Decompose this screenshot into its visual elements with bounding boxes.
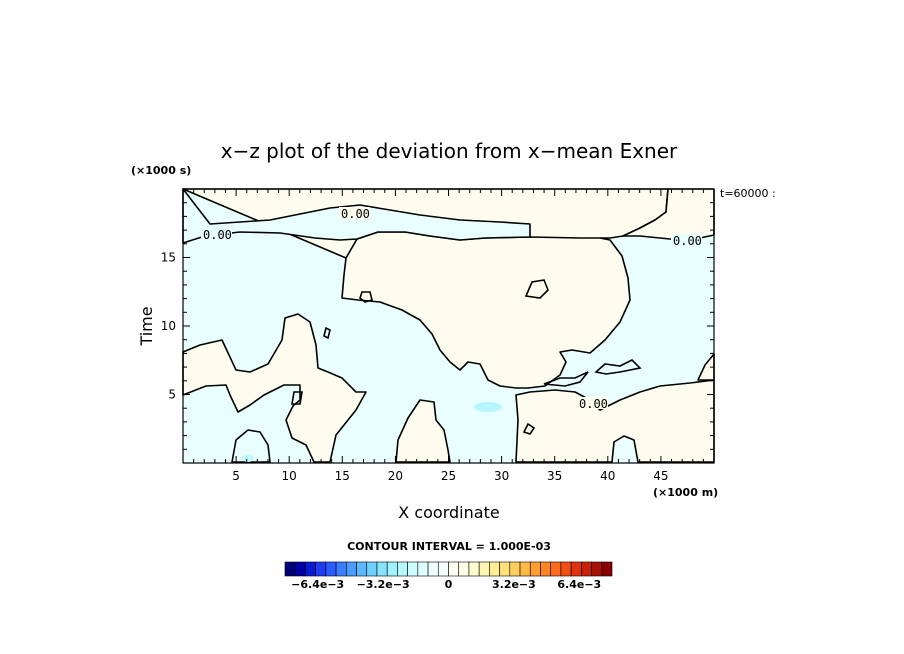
contour-closed-small-3 <box>291 391 303 405</box>
time-label: t=60000 : <box>720 187 776 200</box>
contour-open-right <box>543 371 589 387</box>
positive-region-bottomleft <box>231 429 271 463</box>
y-tick-label: 5 <box>168 388 176 402</box>
colorbar-swatch <box>437 561 449 577</box>
colorbar-swatch <box>458 561 470 577</box>
x-tick-label: 30 <box>494 469 509 483</box>
colorbar-swatch <box>570 561 582 577</box>
colorbar-swatch <box>591 561 603 577</box>
colorbar-swatch <box>376 561 388 577</box>
colorbar-swatch <box>284 561 296 577</box>
contour-label-4: 0.00 <box>579 397 608 411</box>
positive-region-right-bottom <box>515 379 715 463</box>
contour-lines <box>291 279 642 435</box>
contour-closed-small-2 <box>522 422 536 435</box>
axis-ticks: 5 10 15 20 25 30 35 40 45 5 10 15 <box>161 189 714 483</box>
x-unit-label: (×1000 m) <box>653 486 718 499</box>
x-tick-label: 10 <box>282 469 297 483</box>
contour-interval-label: CONTOUR INTERVAL = 1.000E-03 <box>347 540 551 553</box>
colorbar-swatch <box>366 561 378 577</box>
y-unit-label: (×1000 s) <box>131 164 191 177</box>
colorbar-tick-label: −6.4e−3 <box>291 578 344 591</box>
negative-cell-left <box>242 454 254 462</box>
contour-closed-right-blob <box>524 279 549 299</box>
colorbar-swatch <box>468 561 480 577</box>
x-tick-label: 20 <box>388 469 403 483</box>
colorbar-swatch <box>294 561 306 577</box>
colorbar-swatch <box>397 561 408 577</box>
negative-cell-bottom <box>474 402 502 412</box>
x-tick-label: 5 <box>232 469 240 483</box>
colorbar-swatch <box>540 561 551 577</box>
colorbar-swatch <box>356 561 368 577</box>
y-tick-label: 10 <box>161 319 176 333</box>
colorbar-swatch <box>346 561 357 577</box>
colorbar-swatch <box>581 561 592 577</box>
colorbar-swatch <box>315 561 327 577</box>
colorbar-tick-label: 6.4e−3 <box>557 578 601 591</box>
colorbar-tick-label: 0 <box>445 578 453 591</box>
contour-label-2: 0.00 <box>203 228 232 242</box>
colorbar-swatch <box>478 561 490 577</box>
colorbar-swatch <box>499 561 511 577</box>
colorbar-tick-label: 3.2e−3 <box>492 578 536 591</box>
colorbar-swatch <box>560 561 572 577</box>
colorbar-swatch <box>519 561 531 577</box>
contour-closed-right-mid <box>594 359 642 375</box>
contour-closed-small-4 <box>323 326 331 340</box>
contour-label-bg-4 <box>577 397 608 409</box>
contour-labels: 0.00 0.00 0.00 0.00 <box>201 207 702 411</box>
y-tick-label: 15 <box>161 251 176 265</box>
colorbar-swatch <box>489 561 500 577</box>
positive-regions <box>182 188 715 463</box>
contour-label-1: 0.00 <box>341 207 370 221</box>
contour-label-3: 0.00 <box>673 234 702 248</box>
colorbar-swatch <box>305 561 316 577</box>
colorbar-swatch <box>550 561 562 577</box>
colorbar: −6.4e−3 −3.2e−3 0 3.2e−3 6.4e−3 <box>284 561 613 591</box>
colorbar-swatch <box>601 561 613 577</box>
chart-title: x−z plot of the deviation from x−mean Ex… <box>221 139 678 163</box>
x-axis-label: X coordinate <box>398 503 499 522</box>
colorbar-swatch <box>529 561 541 577</box>
colorbar-swatch <box>417 561 429 577</box>
x-tick-label: 40 <box>600 469 615 483</box>
contour-label-bg-1 <box>339 207 370 219</box>
contour-closed-small-1 <box>359 291 373 303</box>
x-tick-label: 15 <box>335 469 350 483</box>
y-axis-label: Time <box>137 306 156 346</box>
colorbar-swatch <box>386 561 398 577</box>
colorbar-swatch <box>448 561 460 577</box>
positive-region-left <box>182 313 367 463</box>
colorbar-swatch <box>509 561 521 577</box>
contour-label-bg-3 <box>671 234 702 246</box>
colorbar-swatch <box>407 561 419 577</box>
x-tick-label: 35 <box>547 469 562 483</box>
colorbar-tick-label: −3.2e−3 <box>357 578 410 591</box>
plot-area: 0.00 0.00 0.00 0.00 5 10 15 20 25 30 35 40 45 5 10… <box>161 188 715 483</box>
x-tick-label: 25 <box>441 469 456 483</box>
colorbar-swatch <box>427 561 439 577</box>
contour-label-bg-2 <box>201 228 232 240</box>
colorbar-swatch <box>325 561 337 577</box>
x-tick-label: 45 <box>653 469 668 483</box>
colorbar-swatch <box>335 561 347 577</box>
